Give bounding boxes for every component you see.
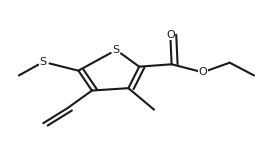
Text: O: O	[198, 67, 207, 77]
Text: S: S	[40, 57, 47, 67]
Text: O: O	[166, 30, 175, 40]
Text: S: S	[113, 45, 120, 55]
